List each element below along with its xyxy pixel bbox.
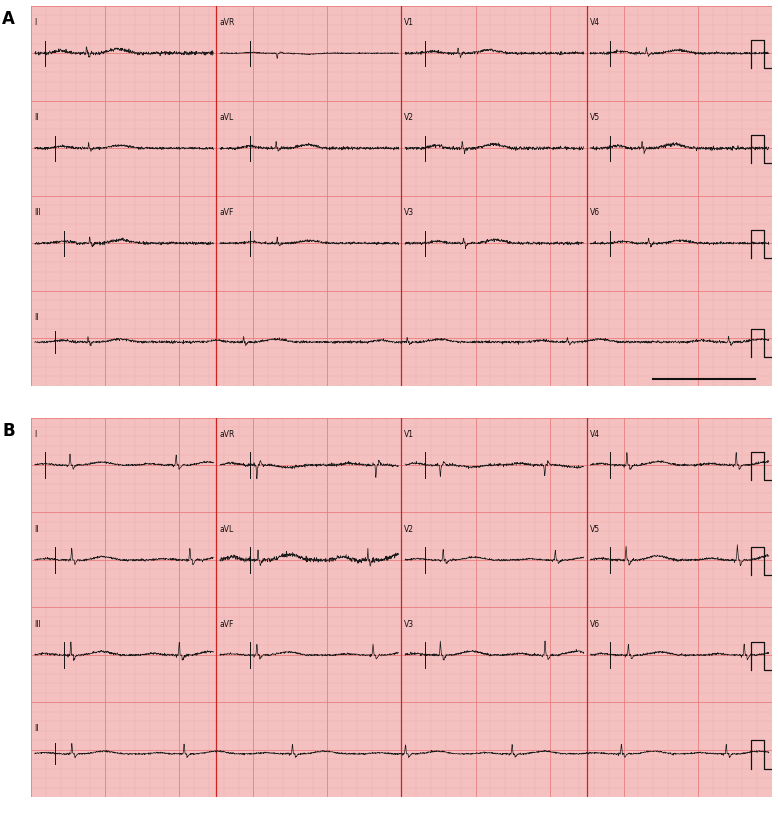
Text: I: I (34, 430, 37, 438)
Text: V2: V2 (405, 524, 415, 533)
Text: A: A (2, 10, 16, 28)
Text: II: II (34, 113, 39, 122)
Text: V1: V1 (405, 18, 415, 27)
Text: V3: V3 (405, 208, 415, 217)
Text: aVF: aVF (219, 619, 233, 628)
Text: V6: V6 (590, 208, 600, 217)
Text: I: I (34, 18, 37, 27)
Text: aVF: aVF (219, 208, 233, 217)
Text: II: II (34, 524, 39, 533)
Text: III: III (34, 208, 40, 217)
Text: V2: V2 (405, 113, 415, 122)
Text: aVR: aVR (219, 18, 235, 27)
Text: V4: V4 (590, 430, 600, 438)
Text: II: II (34, 723, 39, 732)
Text: aVR: aVR (219, 430, 235, 438)
Text: II: II (34, 312, 39, 321)
Text: V5: V5 (590, 524, 600, 533)
Text: III: III (34, 619, 40, 628)
Text: V6: V6 (590, 619, 600, 628)
Text: aVL: aVL (219, 113, 233, 122)
Text: V4: V4 (590, 18, 600, 27)
Text: V1: V1 (405, 430, 415, 438)
Text: V3: V3 (405, 619, 415, 628)
Text: V5: V5 (590, 113, 600, 122)
Text: B: B (2, 421, 15, 440)
Text: aVL: aVL (219, 524, 233, 533)
